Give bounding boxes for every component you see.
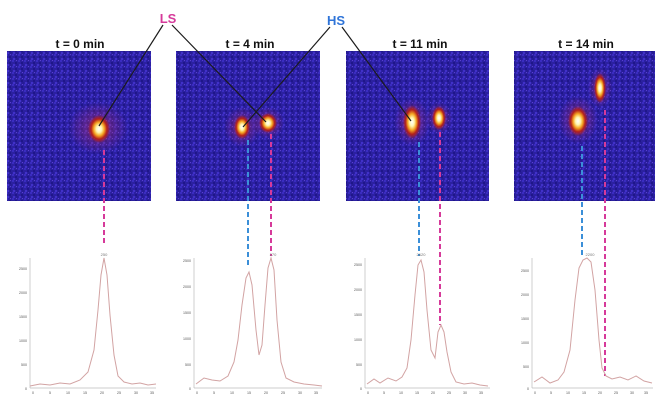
- x-tick-label: 10: [230, 391, 234, 395]
- panel-t4: t = 4 min 2500 2000 1500 1000 500 0 0 5 …: [176, 37, 323, 395]
- x-tick-label: 35: [150, 391, 154, 395]
- hs-label: HS: [327, 13, 345, 28]
- hs-pointer-line: [341, 26, 412, 122]
- ls-label: LS: [160, 11, 177, 26]
- x-tick-label: 5: [550, 391, 552, 395]
- time-label: t = 14 min: [558, 37, 614, 51]
- peak-value-label: 250: [101, 252, 108, 257]
- y-tick-label: 500: [523, 365, 529, 369]
- x-tick-label: 0: [534, 391, 536, 395]
- y-tick-label: 2500: [183, 259, 191, 263]
- ls-emission-spot: [259, 113, 277, 133]
- x-tick-label: 35: [644, 391, 648, 395]
- y-tick-label: 2500: [521, 269, 529, 273]
- hs-pointer-lines: [242, 26, 412, 128]
- x-tick-label: 30: [630, 391, 634, 395]
- y-tick-label: 1500: [354, 313, 362, 317]
- x-tick-label: 25: [447, 391, 451, 395]
- x-tick-label: 15: [83, 391, 87, 395]
- y-tick-label: 0: [527, 387, 529, 391]
- ls-pointer-line: [98, 24, 164, 127]
- y-tick-label: 2500: [354, 263, 362, 267]
- y-tick-label: 0: [360, 387, 362, 391]
- x-tick-label: 10: [66, 391, 70, 395]
- ls-pointer-line: [171, 24, 267, 123]
- intensity-profile-curve: [195, 256, 323, 387]
- y-tick-label: 1000: [521, 341, 529, 345]
- intensity-profile-curve: [29, 257, 157, 387]
- y-tick-label: 500: [185, 363, 191, 367]
- y-tick-label: 2000: [521, 293, 529, 297]
- x-tick-label: 30: [298, 391, 302, 395]
- x-tick-label: 0: [367, 391, 369, 395]
- x-tick-label: 30: [134, 391, 138, 395]
- hs-pointer-line: [242, 26, 331, 128]
- intensity-profile-plot: 2500 2000 1500 1000 500 0 0 5 10 15 20 2…: [183, 252, 323, 395]
- x-tick-label: 0: [32, 391, 34, 395]
- y-tick-label: 500: [21, 363, 27, 367]
- panel-t14: t = 14 min 2500 2000 1500 1000 500 0 0 5…: [514, 37, 655, 395]
- time-label: t = 0 min: [55, 37, 104, 51]
- y-tick-label: 1000: [183, 337, 191, 341]
- x-tick-label: 15: [582, 391, 586, 395]
- peak-value-label: 270: [270, 252, 277, 257]
- x-tick-label: 20: [264, 391, 268, 395]
- y-tick-label: 2000: [183, 285, 191, 289]
- intensity-profile-plot: 2500 2000 1500 1000 500 0 0 5 10 15 20 2…: [354, 252, 490, 395]
- x-tick-label: 5: [213, 391, 215, 395]
- hs-emission-spot: [568, 106, 588, 136]
- intensity-profile-curve: [533, 257, 653, 384]
- x-tick-label: 25: [614, 391, 618, 395]
- x-tick-label: 20: [431, 391, 435, 395]
- ls-emission-spot: [432, 106, 446, 130]
- ls-emission-spot: [88, 115, 110, 143]
- y-tick-label: 2000: [19, 291, 27, 295]
- x-tick-label: 25: [281, 391, 285, 395]
- peak-value-label: 2620: [417, 252, 427, 257]
- y-tick-label: 1500: [19, 315, 27, 319]
- panel-t11: t = 11 min 2500 2000 1500 1000 500 0 0 5…: [346, 37, 490, 395]
- peak-value-label: 2200: [586, 252, 596, 257]
- ls-emission-spot: [594, 73, 606, 103]
- y-tick-label: 500: [356, 363, 362, 367]
- x-tick-label: 25: [117, 391, 121, 395]
- ls-pointer-lines: [98, 24, 267, 127]
- x-tick-label: 35: [314, 391, 318, 395]
- x-tick-label: 30: [463, 391, 467, 395]
- y-tick-label: 1000: [19, 339, 27, 343]
- y-tick-label: 0: [25, 387, 27, 391]
- hs-emission-spot: [403, 105, 421, 139]
- hs-emission-spot: [234, 115, 250, 139]
- x-tick-label: 35: [479, 391, 483, 395]
- x-tick-label: 15: [415, 391, 419, 395]
- x-tick-label: 10: [399, 391, 403, 395]
- y-tick-label: 2500: [19, 267, 27, 271]
- y-tick-label: 0: [189, 387, 191, 391]
- x-tick-label: 5: [383, 391, 385, 395]
- panel-t0: t = 0 min 2500 2000 1500 1000 500 0 0 5 …: [7, 37, 157, 395]
- x-tick-label: 5: [49, 391, 51, 395]
- x-tick-label: 0: [196, 391, 198, 395]
- intensity-profile-curve: [366, 258, 489, 387]
- intensity-profile-plot: 2500 2000 1500 1000 500 0 0 5 10 15 20 2…: [521, 252, 653, 395]
- y-tick-label: 1000: [354, 338, 362, 342]
- y-tick-label: 2000: [354, 288, 362, 292]
- y-tick-label: 1500: [521, 317, 529, 321]
- x-tick-label: 20: [100, 391, 104, 395]
- x-tick-label: 20: [598, 391, 602, 395]
- y-tick-label: 1500: [183, 311, 191, 315]
- time-label: t = 11 min: [392, 37, 447, 51]
- x-tick-label: 10: [566, 391, 570, 395]
- x-tick-label: 15: [247, 391, 251, 395]
- time-label: t = 4 min: [225, 37, 274, 51]
- intensity-profile-plot: 2500 2000 1500 1000 500 0 0 5 10 15 20 2…: [19, 252, 157, 395]
